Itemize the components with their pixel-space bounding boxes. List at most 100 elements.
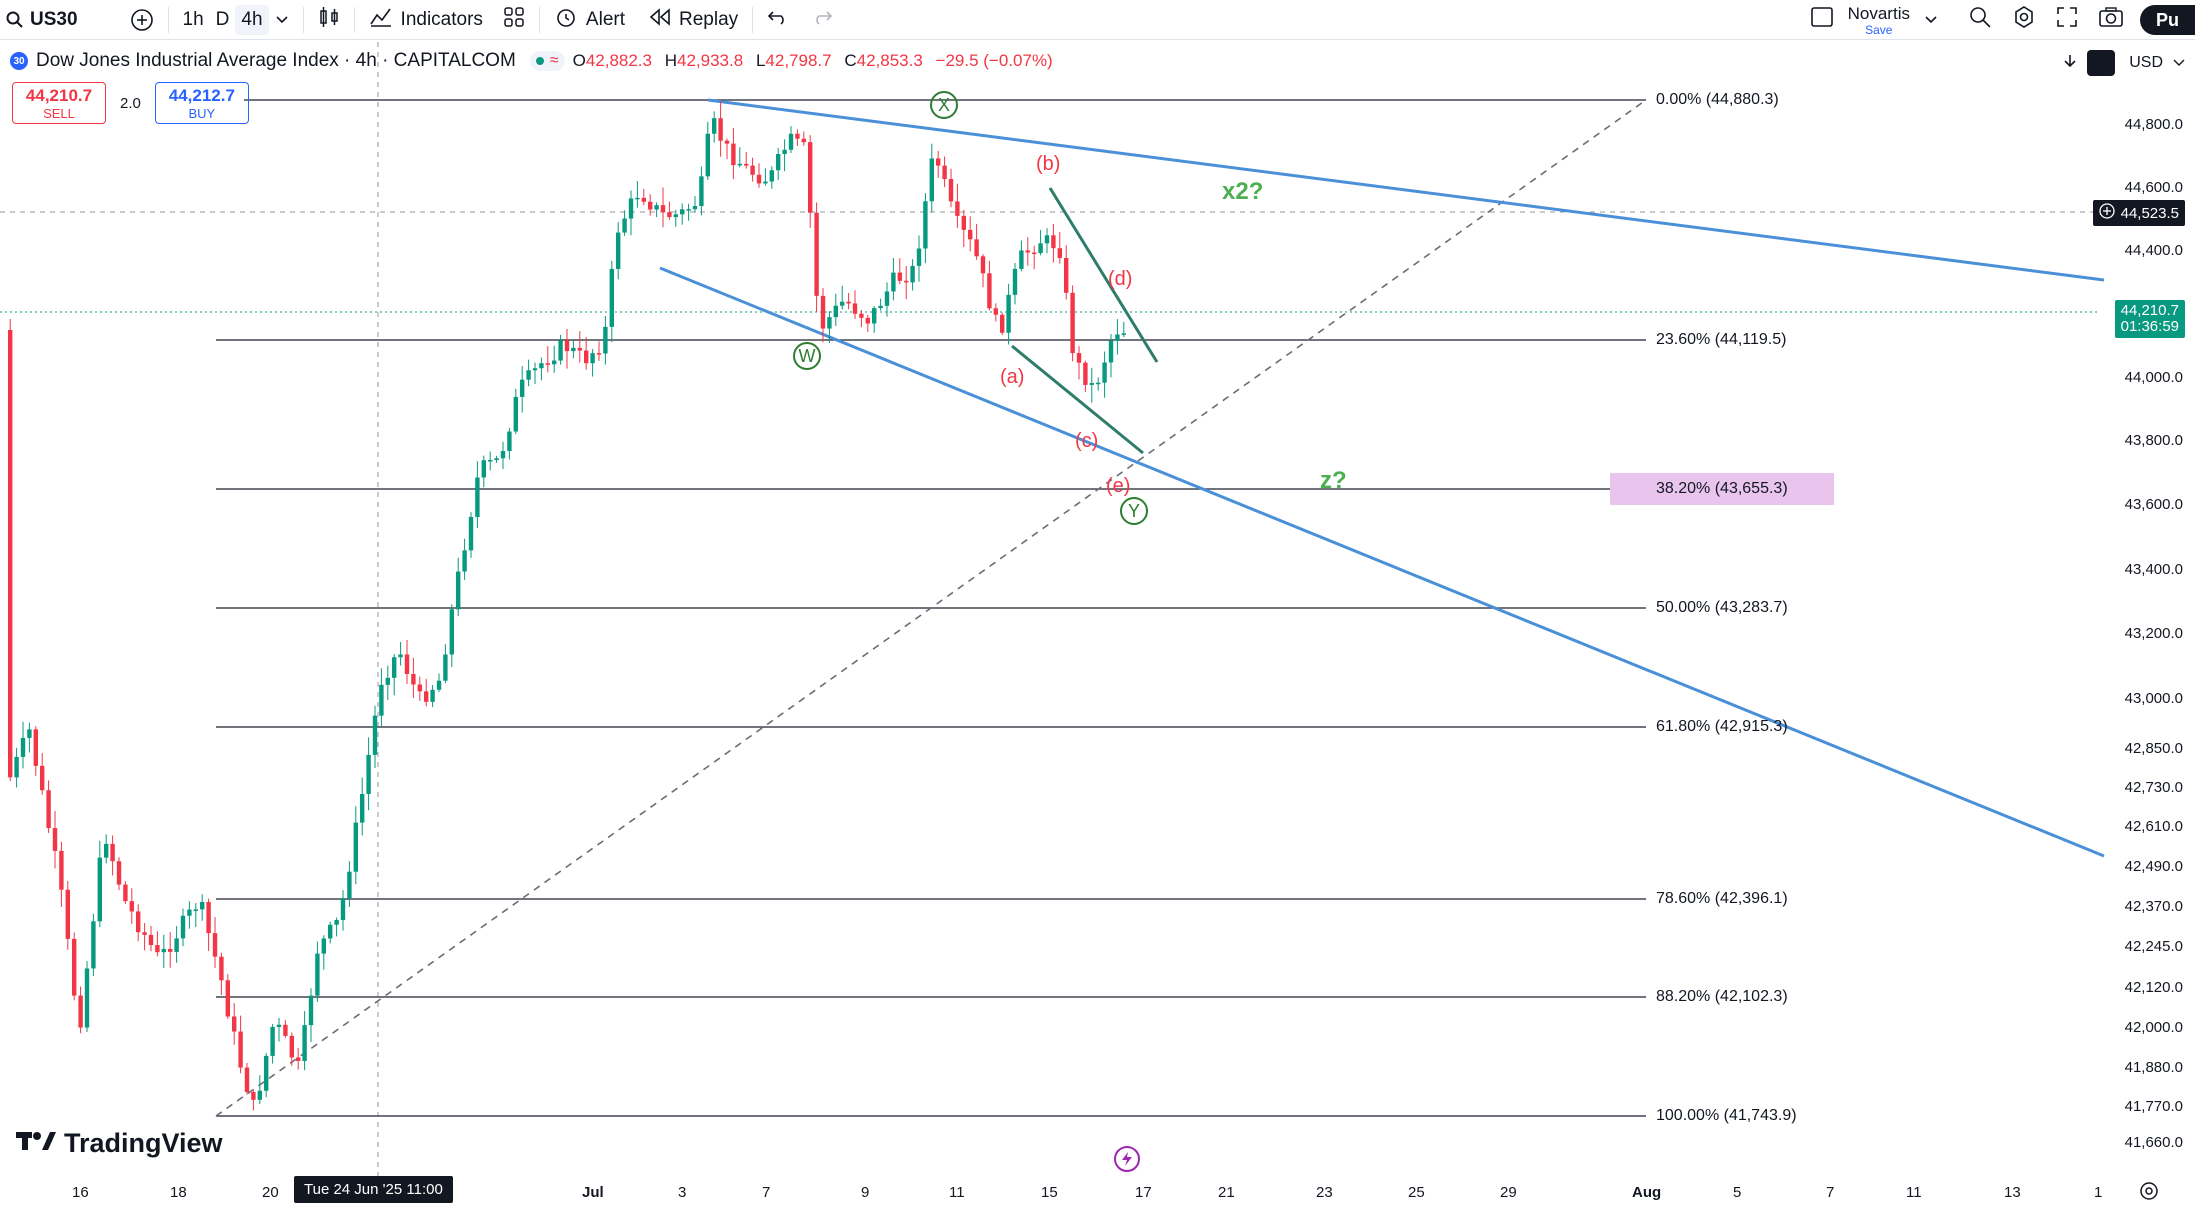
candle-body xyxy=(404,654,410,675)
candle-body xyxy=(334,920,339,925)
candle-body xyxy=(180,915,186,939)
candle-body xyxy=(577,347,582,351)
candle-body xyxy=(20,737,26,757)
candle-body xyxy=(744,163,749,166)
candle-body xyxy=(65,889,70,939)
ohlc-values: O42,882.3 H42,933.8 L42,798.7 C42,853.3 … xyxy=(573,51,1061,71)
time-scale[interactable]: 16 18 20 Jul 3 7 9 11 15 17 21 23 25 29 … xyxy=(0,1176,2102,1214)
scale-toggle-button[interactable] xyxy=(2087,50,2116,76)
templates-button[interactable] xyxy=(497,0,531,40)
candle-body xyxy=(648,201,653,210)
symbol-search[interactable]: US30 xyxy=(0,0,84,40)
market-status[interactable]: ≈ xyxy=(529,51,565,71)
sell-button[interactable]: 44,210.7 SELL xyxy=(12,82,106,124)
currency-label[interactable]: USD xyxy=(2129,54,2163,71)
sell-label: SELL xyxy=(43,105,75,121)
candle-body xyxy=(366,754,371,794)
candle-body xyxy=(449,609,454,655)
candle-body xyxy=(1076,353,1082,363)
candle-body xyxy=(148,934,154,946)
candle-body xyxy=(1083,362,1088,385)
candle-body xyxy=(72,938,77,996)
layout-toggle[interactable] xyxy=(1804,0,1840,40)
candle-body xyxy=(667,212,672,218)
divider xyxy=(353,6,355,33)
candle-body xyxy=(795,133,800,139)
candle-body xyxy=(385,677,390,685)
plus-circle-icon xyxy=(130,8,154,32)
candle-body xyxy=(456,571,461,610)
upper-trendline xyxy=(707,98,2105,282)
quick-search-button[interactable] xyxy=(1962,0,1998,40)
interval-dropdown[interactable] xyxy=(269,0,295,40)
lightning-icon[interactable] xyxy=(1114,1146,1140,1172)
interval-4h[interactable]: 4h xyxy=(235,4,269,35)
time-tick: 13 xyxy=(2004,1184,2021,1201)
candle-body xyxy=(225,980,230,1017)
time-tick: 25 xyxy=(1408,1184,1425,1201)
crosshair-price: 44,523.5 xyxy=(2120,204,2179,222)
candle-body xyxy=(910,265,915,283)
candle-body xyxy=(238,1031,243,1068)
undo-button[interactable] xyxy=(761,0,795,40)
rewind-icon xyxy=(649,7,671,32)
candle-body xyxy=(84,968,90,1028)
candle-body xyxy=(750,165,755,175)
compare-button[interactable] xyxy=(124,0,160,40)
candle-body xyxy=(622,218,627,233)
layout-save-button[interactable]: Novartis Save xyxy=(1848,5,1910,36)
price-scale[interactable]: 44,800.0 44,600.0 44,400.0 44,000.0 43,8… xyxy=(2103,100,2195,1151)
alert-button[interactable]: Alert xyxy=(548,0,631,40)
candle-body xyxy=(776,154,781,171)
candle-body xyxy=(590,353,595,364)
layout-menu[interactable] xyxy=(1918,0,1944,40)
symbol-logo: 30 xyxy=(10,52,28,70)
publish-button[interactable]: Pu xyxy=(2139,5,2195,35)
candle-body xyxy=(110,843,115,862)
wave-a-label: (a) xyxy=(1000,366,1025,388)
candle-body xyxy=(1070,292,1075,354)
candle-body xyxy=(955,201,960,216)
lower-trendline xyxy=(659,266,2105,858)
redo-button[interactable] xyxy=(805,0,839,40)
buy-button[interactable]: 44,212.7 BUY xyxy=(154,82,249,124)
candle-body xyxy=(417,684,422,692)
candle-body xyxy=(296,1057,301,1061)
candle-body xyxy=(468,516,474,551)
chevron-down-icon[interactable] xyxy=(2173,54,2185,72)
candle-body xyxy=(1032,252,1037,255)
plus-circle-icon[interactable] xyxy=(2098,203,2115,223)
wave-c-label: (c) xyxy=(1075,430,1099,452)
fullscreen-button[interactable] xyxy=(2050,0,2084,40)
replay-button[interactable]: Replay xyxy=(643,0,744,40)
settings-button[interactable] xyxy=(2006,0,2042,40)
candle-body xyxy=(488,460,493,462)
candle-body xyxy=(654,205,659,210)
screenshot-button[interactable] xyxy=(2092,0,2130,40)
status-dot-icon xyxy=(535,57,544,65)
divider xyxy=(167,6,169,33)
indicators-button[interactable]: Indicators xyxy=(363,0,489,40)
legend-title[interactable]: Dow Jones Industrial Average Index · 4h … xyxy=(36,50,516,71)
candle-body xyxy=(283,1024,288,1036)
candle-body xyxy=(846,301,851,304)
interval-1h[interactable]: 1h xyxy=(182,8,204,30)
candle-body xyxy=(974,239,979,257)
price-tick: 41,880.0 xyxy=(2124,1059,2183,1076)
time-tick: 23 xyxy=(1316,1184,1333,1201)
candle-body xyxy=(174,938,179,952)
goto-date-button[interactable] xyxy=(2138,1180,2160,1207)
candle-body xyxy=(219,956,224,981)
candle-body xyxy=(545,363,550,365)
price-tick: 44,800.0 xyxy=(2124,116,2183,133)
interval-d[interactable]: D xyxy=(215,8,230,30)
candle-body xyxy=(705,133,710,177)
price-tick: 43,400.0 xyxy=(2124,561,2183,578)
chart-type-button[interactable] xyxy=(312,0,346,40)
tradingview-logo[interactable]: TradingView xyxy=(16,1128,223,1159)
candle-body xyxy=(840,301,845,306)
candle-body xyxy=(187,909,192,916)
arrow-down-icon[interactable] xyxy=(2063,53,2077,74)
l-label: L xyxy=(755,51,766,70)
